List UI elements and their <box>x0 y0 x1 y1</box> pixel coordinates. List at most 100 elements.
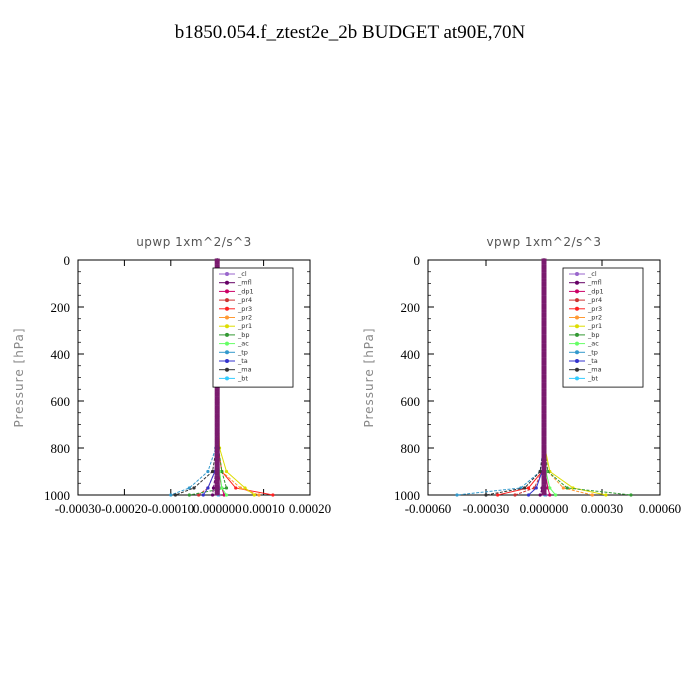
profile-marker <box>541 388 547 392</box>
profile-marker <box>214 396 220 400</box>
x-tick-label: 0.000000 <box>520 501 569 516</box>
x-tick-label: 0.00020 <box>289 501 331 516</box>
profile-marker <box>214 458 220 462</box>
data-point <box>590 493 594 497</box>
profile-marker <box>541 354 547 358</box>
legend-entry: _pr2 <box>587 314 602 322</box>
profile-marker <box>541 289 547 293</box>
profile-marker <box>541 331 547 335</box>
legend-marker <box>225 306 229 311</box>
profile-marker <box>541 492 547 496</box>
legend-marker <box>575 332 579 337</box>
legend-marker <box>225 341 229 346</box>
legend-entry: _ta <box>237 357 248 365</box>
profile-marker <box>541 272 547 276</box>
data-point <box>224 493 229 497</box>
data-point <box>201 493 205 497</box>
profile-marker <box>541 329 547 332</box>
data-point <box>561 486 565 490</box>
profile-marker <box>541 320 547 324</box>
profile-marker <box>541 419 547 423</box>
legend-entry: _ma <box>587 366 602 374</box>
profile-marker <box>214 444 220 448</box>
legend-marker <box>575 324 579 329</box>
profile-marker <box>214 399 220 403</box>
data-point <box>526 486 531 490</box>
legend-marker <box>575 298 579 303</box>
legend-marker <box>575 350 579 355</box>
data-point <box>197 493 201 497</box>
legend-entry: _pr1 <box>237 322 252 330</box>
profile-marker <box>214 455 220 459</box>
profile-marker <box>541 317 547 321</box>
legend-entry: _bp <box>587 331 600 339</box>
chart-panel-upwp: upwp 1xm^2/s^3 Pressure [hPa] 0 200 400 600 80… <box>12 235 331 516</box>
data-point <box>220 486 224 490</box>
legend-entry: _bt <box>587 374 598 382</box>
x-tick-label: -0.00030 <box>463 501 510 516</box>
legend-entry: _tp <box>237 348 248 356</box>
profile-marker <box>541 300 547 304</box>
data-point <box>238 486 242 490</box>
y-tick-label: 1000 <box>394 488 420 503</box>
profile-marker <box>541 450 547 454</box>
data-point <box>252 493 256 497</box>
x-tick-label: 0.00010 <box>242 501 284 516</box>
profile-marker <box>541 396 547 400</box>
legend-entry: _pr3 <box>587 305 602 313</box>
profile-marker <box>541 264 547 268</box>
profile-marker <box>541 368 547 372</box>
profile-marker <box>214 447 220 451</box>
profile-marker <box>214 405 220 409</box>
profile-marker <box>541 424 547 428</box>
profile-marker <box>541 345 547 349</box>
profile-marker <box>214 393 220 397</box>
profile-marker <box>541 382 547 386</box>
profile-marker <box>541 467 547 471</box>
data-point <box>629 493 633 497</box>
profile-marker <box>214 478 220 482</box>
profile-marker <box>541 334 547 338</box>
legend-marker <box>575 315 579 320</box>
profile-marker <box>541 337 547 341</box>
profile-marker <box>541 453 547 457</box>
profile-marker <box>541 430 547 434</box>
x-tick-label: -0.00020 <box>101 501 148 516</box>
data-point <box>173 493 178 497</box>
legend-marker <box>225 350 229 355</box>
y-tick-label: 0 <box>64 253 71 268</box>
legend-entry: _bp <box>237 331 250 339</box>
profile-marker <box>541 309 547 313</box>
legend-entry: _pr4 <box>237 296 252 304</box>
series-line-tp <box>456 260 545 496</box>
profile-marker <box>541 422 547 426</box>
x-tick-label: -0.00060 <box>405 501 452 516</box>
panel-title: upwp 1xm^2/s^3 <box>136 235 252 249</box>
data-point <box>484 493 488 497</box>
legend-entry: _ac <box>237 340 249 348</box>
data-point <box>496 493 500 497</box>
data-point <box>224 469 229 474</box>
data-point <box>523 486 527 490</box>
profile-marker <box>214 413 220 417</box>
legend-entry: _mfl <box>587 279 602 287</box>
series-line-ma <box>485 260 545 496</box>
profile-marker <box>214 419 220 423</box>
data-point <box>224 486 229 490</box>
profile-marker <box>541 478 547 482</box>
profile-marker <box>214 410 220 414</box>
legend-marker <box>225 324 229 329</box>
legend-entry: _dp1 <box>587 287 604 295</box>
data-point <box>538 469 542 474</box>
profile-marker <box>541 278 547 282</box>
profile-marker <box>541 393 547 397</box>
profile-marker <box>541 283 547 287</box>
legend-entry: _pr3 <box>237 305 252 313</box>
y-tick-label: 600 <box>401 394 421 409</box>
data-point <box>211 486 216 490</box>
y-tick-label: 0 <box>414 253 421 268</box>
y-tick-label: 200 <box>51 300 71 315</box>
profile-marker <box>214 427 220 431</box>
profile-marker <box>541 266 547 270</box>
profile-marker <box>541 399 547 403</box>
